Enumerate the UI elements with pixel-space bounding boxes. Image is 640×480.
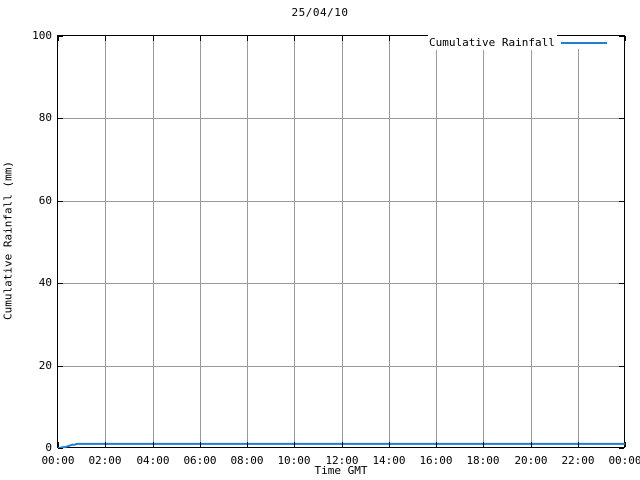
y-gridline xyxy=(58,366,624,367)
chart-title: 25/04/10 xyxy=(291,6,349,19)
x-tick-label: 08:00 xyxy=(230,454,264,467)
x-tick-mark xyxy=(342,442,343,447)
x-tick-mark-top xyxy=(200,36,201,41)
x-gridline xyxy=(389,36,390,447)
y-tick-mark xyxy=(58,201,63,202)
x-gridline xyxy=(483,36,484,447)
x-tick-label: 06:00 xyxy=(183,454,217,467)
x-tick-mark xyxy=(105,442,106,447)
x-tick-mark xyxy=(294,442,295,447)
x-tick-label: 14:00 xyxy=(372,454,406,467)
y-tick-mark xyxy=(58,36,63,37)
x-tick-label: 22:00 xyxy=(561,454,595,467)
x-tick-label: 04:00 xyxy=(136,454,170,467)
y-gridline xyxy=(58,118,624,119)
plot-area: 00:00 02:00 04:00 06:00 08:00 10:00 12:00 14:00… xyxy=(32,29,640,467)
x-tick-mark-top xyxy=(153,36,154,41)
x-tick-mark xyxy=(153,442,154,447)
x-tick-mark xyxy=(436,442,437,447)
y-axis-title-text: Cumulative Rainfall (mm) xyxy=(1,160,15,320)
y-tick-mark xyxy=(58,283,63,284)
series-line-cumulative-rainfall xyxy=(58,442,625,449)
x-tick-mark-top xyxy=(247,36,248,41)
x-tick-label: 00:00 xyxy=(608,454,640,467)
x-tick-label: 00:00 xyxy=(41,454,75,467)
x-tick-mark-top xyxy=(58,36,59,41)
y-tick-label: 20 xyxy=(38,359,52,372)
x-tick-mark xyxy=(389,442,390,447)
x-gridline xyxy=(578,36,579,447)
y-tick-mark xyxy=(58,448,63,449)
x-gridline xyxy=(153,36,154,447)
x-tick-label: 10:00 xyxy=(277,454,311,467)
x-gridline xyxy=(342,36,343,447)
x-tick-label: 16:00 xyxy=(419,454,453,467)
y-tick-mark-right xyxy=(619,201,624,202)
y-tick-mark-right xyxy=(619,283,624,284)
y-tick-mark xyxy=(58,118,63,119)
x-gridline xyxy=(200,36,201,447)
x-gridline xyxy=(436,36,437,447)
y-axis-title: Cumulative Rainfall (mm) xyxy=(0,35,16,448)
series-layer xyxy=(58,442,625,449)
x-tick-label: 18:00 xyxy=(466,454,500,467)
x-tick-mark-top xyxy=(389,36,390,41)
legend-item-label: Cumulative Rainfall xyxy=(428,34,557,50)
y-tick-label: 40 xyxy=(38,276,52,289)
x-tick-mark xyxy=(625,442,626,447)
x-gridline xyxy=(294,36,295,447)
legend-line xyxy=(560,41,607,44)
legend-item-line-swatch xyxy=(560,35,607,49)
x-tick-mark-top xyxy=(342,36,343,41)
x-tick-mark xyxy=(483,442,484,447)
y-tick-label: 100 xyxy=(32,29,52,42)
y-tick-label: 80 xyxy=(38,111,52,124)
x-tick-label: 20:00 xyxy=(514,454,548,467)
x-tick-label: 02:00 xyxy=(88,454,122,467)
x-axis-title: Time GMT xyxy=(314,464,368,477)
x-tick-mark-top xyxy=(625,36,626,41)
x-tick-mark xyxy=(200,442,201,447)
x-tick-mark-top xyxy=(294,36,295,41)
x-gridline xyxy=(105,36,106,447)
y-tick-label: 0 xyxy=(45,441,52,454)
legend: Cumulative Rainfall xyxy=(428,34,607,50)
y-tick-mark xyxy=(58,366,63,367)
x-tick-mark xyxy=(247,442,248,447)
y-tick-mark-right xyxy=(619,448,624,449)
y-gridline xyxy=(58,201,624,202)
y-tick-label: 60 xyxy=(38,194,52,207)
x-gridline xyxy=(531,36,532,447)
y-gridline xyxy=(58,283,624,284)
y-tick-mark-right xyxy=(619,36,624,37)
x-gridline xyxy=(247,36,248,447)
x-tick-mark xyxy=(578,442,579,447)
x-tick-mark xyxy=(531,442,532,447)
x-tick-label: 12:00 xyxy=(325,454,359,467)
x-tick-mark-top xyxy=(105,36,106,41)
y-tick-mark-right xyxy=(619,366,624,367)
x-tick-mark xyxy=(58,442,59,447)
y-tick-mark-right xyxy=(619,118,624,119)
